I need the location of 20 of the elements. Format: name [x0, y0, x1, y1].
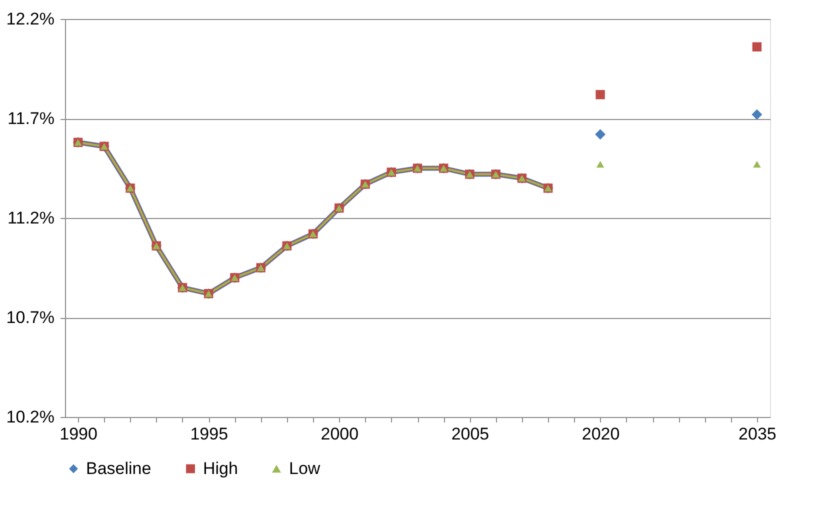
y-tick-label: 12.2%: [6, 10, 54, 28]
x-tick-label: 2005: [451, 424, 490, 444]
y-tick-label: 10.2%: [6, 408, 54, 426]
y-tick-label: 11.2%: [8, 208, 54, 228]
y-tick-label: 10.7%: [6, 308, 54, 327]
legend-label: High: [203, 458, 238, 478]
point: [753, 160, 761, 168]
y-tick-label: 11.7%: [8, 109, 54, 128]
point: [752, 42, 762, 52]
x-tick-label: 1990: [60, 424, 98, 444]
point: [752, 109, 762, 120]
point: [596, 90, 605, 100]
legend-label: Baseline: [86, 458, 152, 478]
legend-label: Low: [289, 458, 321, 478]
x-tick-label: 2035: [738, 424, 776, 444]
point: [596, 160, 604, 168]
x-tick-label: 2000: [320, 424, 359, 444]
point: [595, 129, 606, 140]
x-tick-label: 2020: [582, 424, 620, 444]
x-tick-label: 1995: [190, 424, 228, 444]
